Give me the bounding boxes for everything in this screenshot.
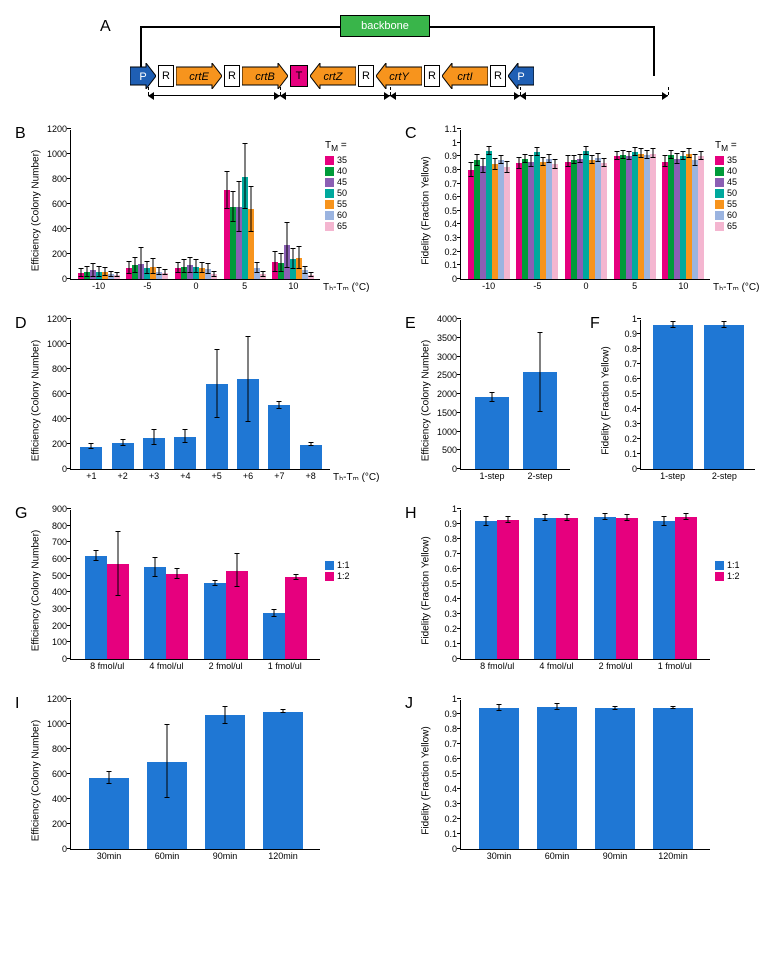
gene-arrow-P: P [130,63,156,89]
chart-I: 02004006008001000120030min60min90min120m… [25,700,375,850]
gene-arrow-crtB: crtB [242,63,288,89]
gene-box-R: R [158,65,174,87]
gene-box-R: R [424,65,440,87]
chart-J: 00.10.20.30.40.50.60.70.80.9130min60min9… [415,700,765,850]
legend: 1:11:2 [715,560,740,582]
gene-box-R: R [224,65,240,87]
legend: TM =35404550556065 [325,140,347,232]
svg-text:crtZ: crtZ [324,71,344,83]
chart-H: 00.10.20.30.40.50.60.70.80.918 fmol/ul4 … [415,510,765,660]
svg-text:crtY: crtY [389,71,409,83]
legend: TM =35404550556065 [715,140,737,232]
svg-text:P: P [517,71,524,83]
gene-box-R: R [490,65,506,87]
chart-G: 01002003004005006007008009008 fmol/ul4 f… [25,510,375,660]
svg-text:P: P [139,71,146,83]
gene-arrow-crtY: crtY [376,63,422,89]
svg-text:crtE: crtE [189,71,209,83]
chart-D: 020040060080010001200+1+2+3+4+5+6+7+8Eff… [25,320,355,470]
gene-box-T: T [290,65,308,87]
panel-label-A: A [100,18,111,36]
gene-arrow-crtE: crtE [176,63,222,89]
svg-text:crtB: crtB [255,71,275,83]
panel-label-F: F [590,315,600,333]
chart-F: 00.10.20.30.40.50.60.70.80.911-step2-ste… [600,320,770,470]
gene-arrow-crtI: crtI [442,63,488,89]
gene-box-R: R [358,65,374,87]
gene-arrow-P: P [508,63,534,89]
chart-E: 050010001500200025003000350040001-step2-… [415,320,585,470]
panel-label-J: J [405,695,413,713]
panel-label-I: I [15,695,19,713]
chart-C: 00.10.20.30.40.50.60.70.80.911.1-10-5051… [415,130,765,280]
legend: 1:11:2 [325,560,350,582]
backbone-box: backbone [340,15,430,37]
figure: AbackbonePRcrtERcrtBTcrtZRcrtYRcrtIRPB02… [10,10,772,900]
chart-B: 020040060080010001200-10-50510Efficiency… [25,130,375,280]
gene-arrow-crtZ: crtZ [310,63,356,89]
svg-text:crtI: crtI [457,71,472,83]
